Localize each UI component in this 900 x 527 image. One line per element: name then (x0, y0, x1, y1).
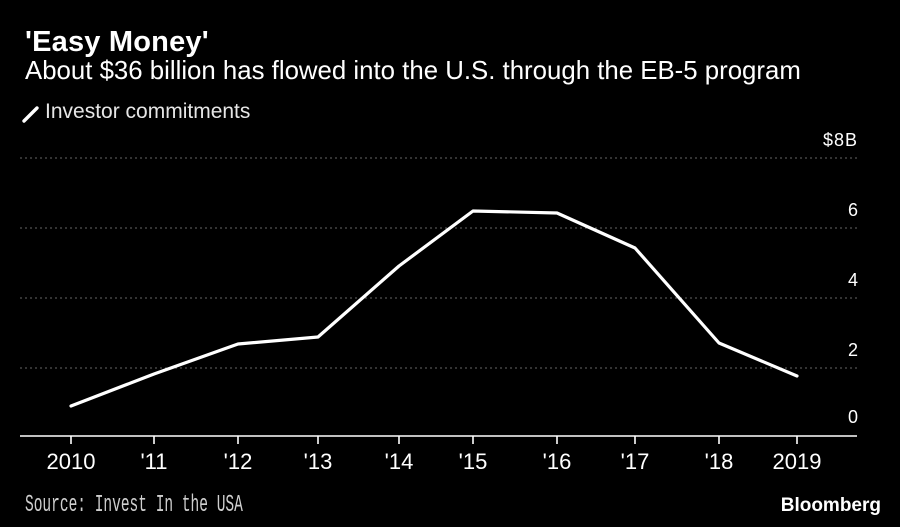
svg-text:'11: '11 (140, 449, 167, 474)
svg-text:0: 0 (848, 407, 858, 427)
svg-text:'12: '12 (224, 449, 253, 474)
svg-text:2010: 2010 (47, 449, 96, 474)
svg-text:'16: '16 (543, 449, 572, 474)
svg-text:'14: '14 (385, 449, 414, 474)
svg-text:'15: '15 (459, 449, 488, 474)
svg-text:$8B: $8B (823, 130, 858, 150)
svg-text:'18: '18 (705, 449, 734, 474)
svg-text:2019: 2019 (773, 449, 822, 474)
svg-text:6: 6 (848, 200, 858, 220)
svg-text:'17: '17 (621, 449, 650, 474)
svg-text:2: 2 (848, 340, 858, 360)
svg-text:4: 4 (848, 270, 858, 290)
svg-text:'13: '13 (304, 449, 333, 474)
